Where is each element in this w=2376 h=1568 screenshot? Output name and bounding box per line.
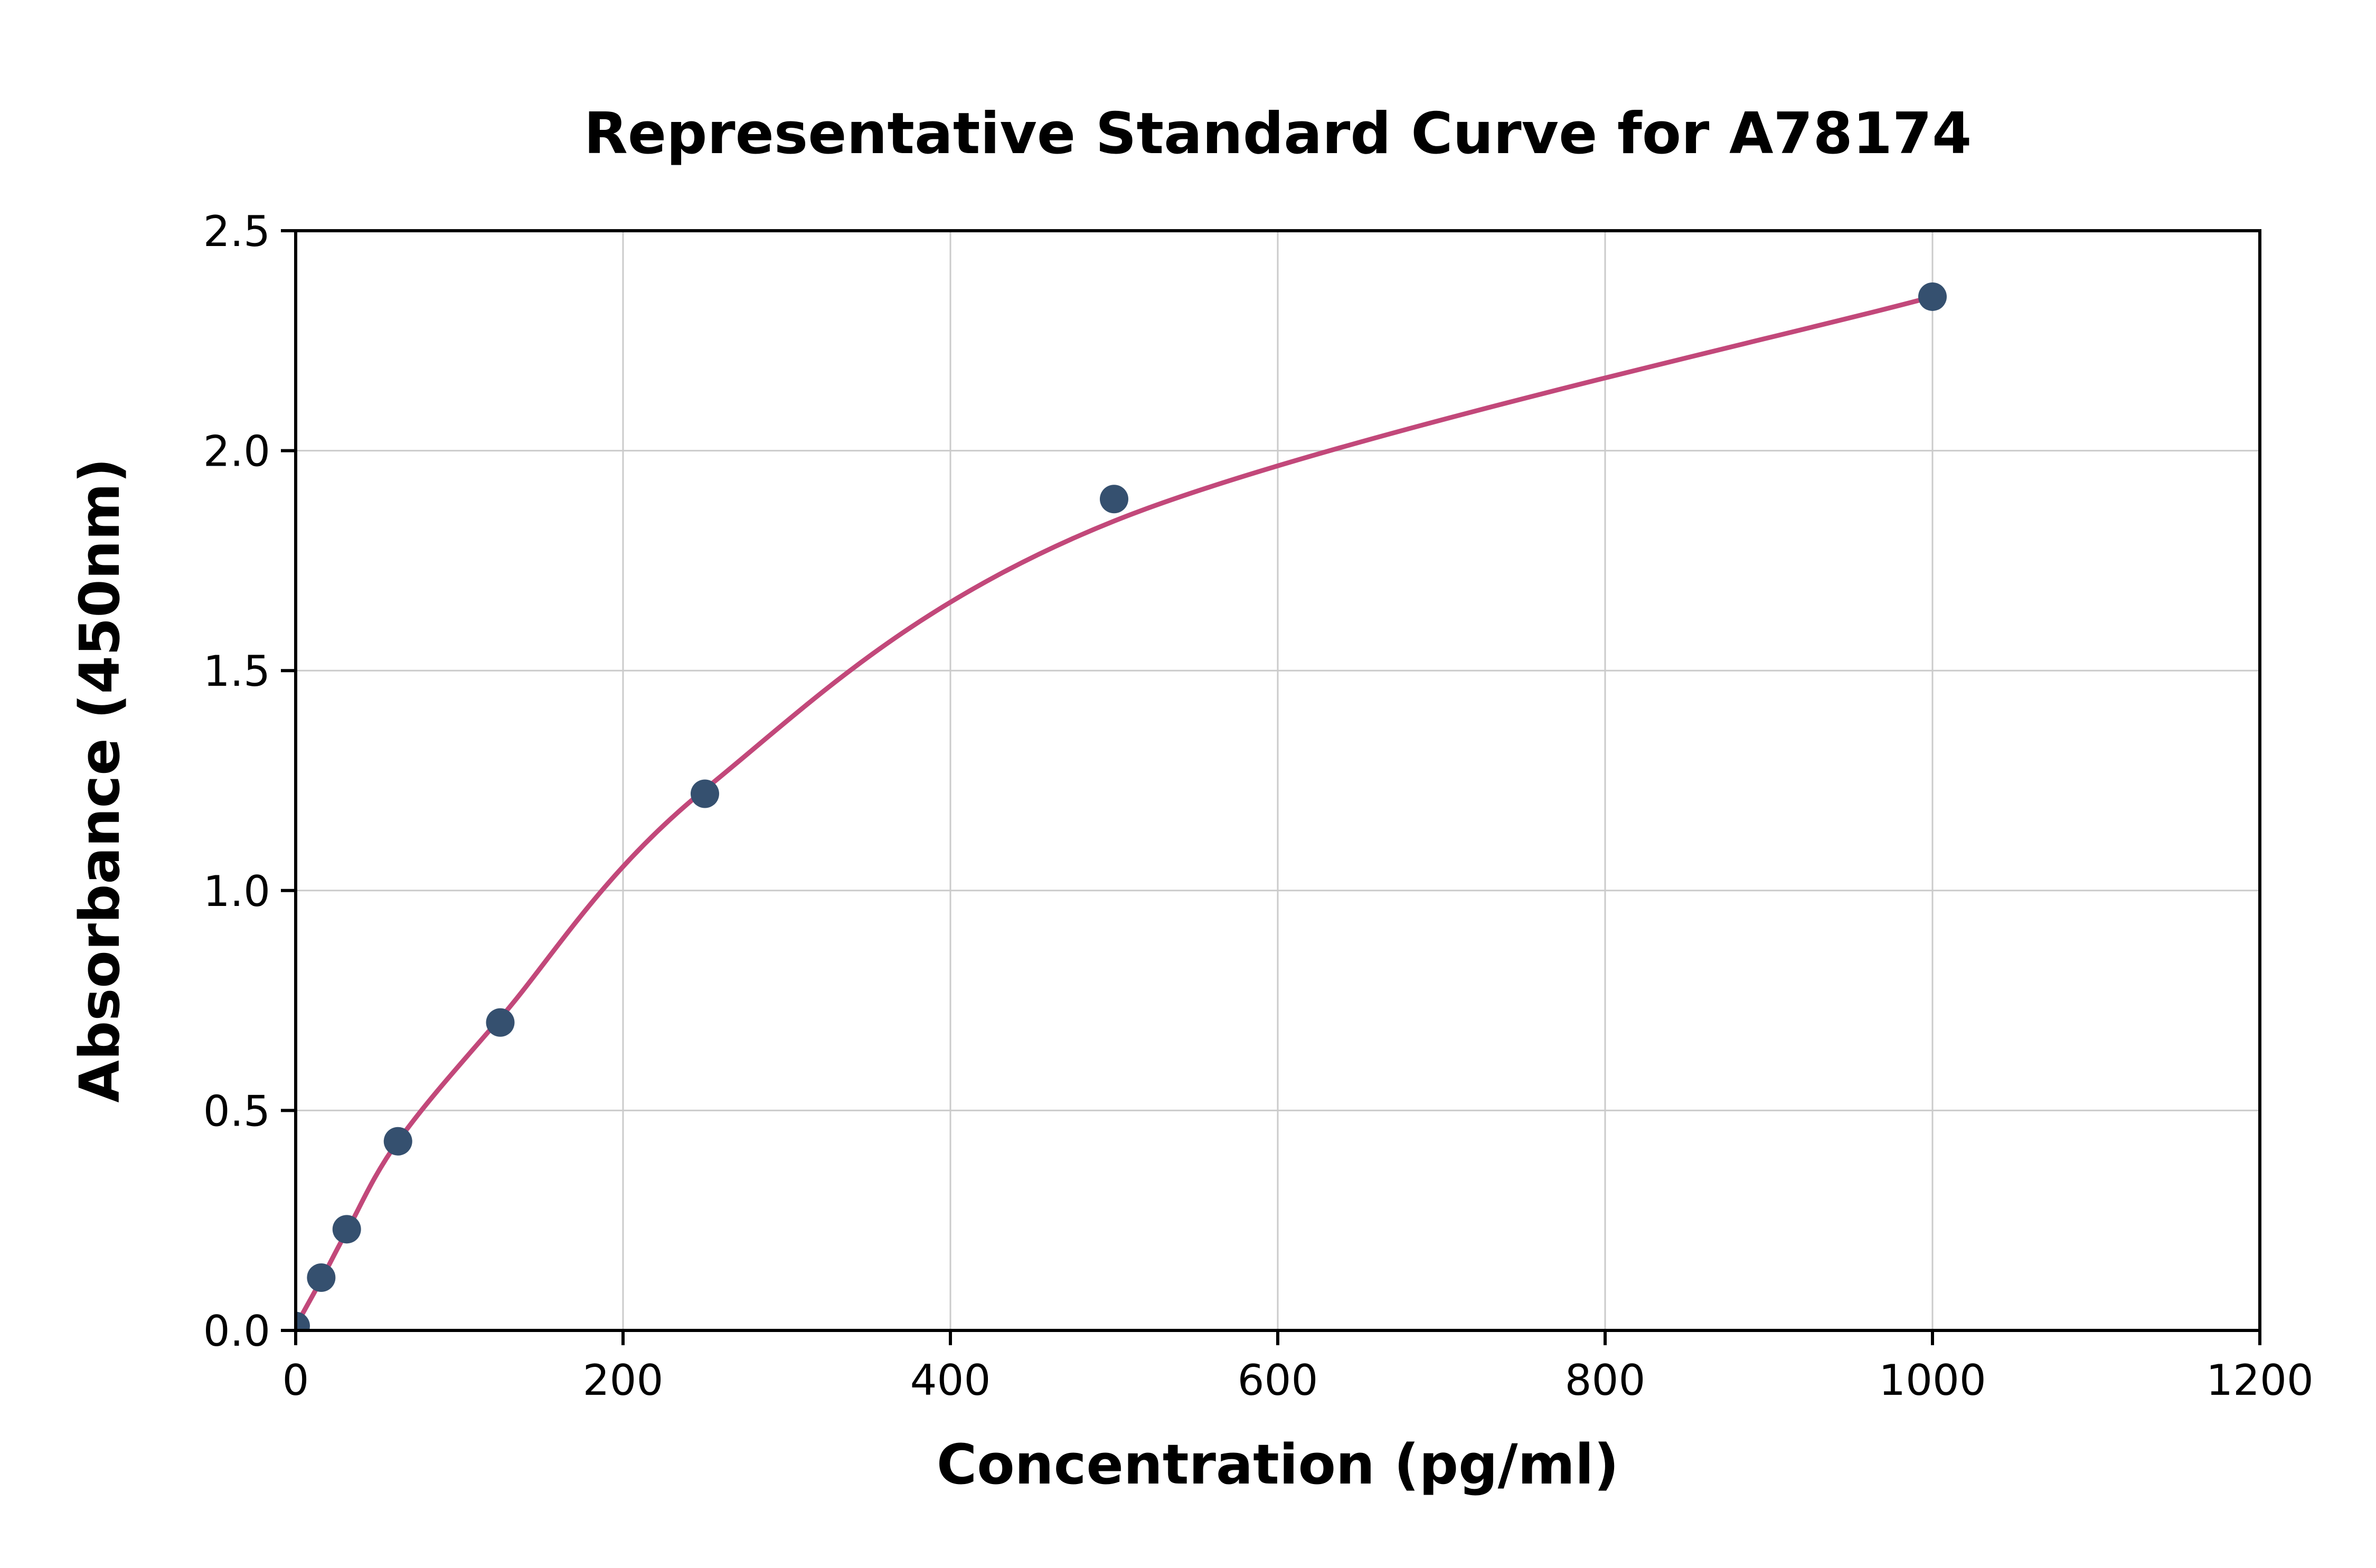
y-axis-label: Absorbance (450nm) — [68, 458, 132, 1102]
chart-title: Representative Standard Curve for A78174 — [584, 101, 1972, 167]
data-point — [1918, 282, 1947, 311]
y-tick-label: 1.0 — [203, 867, 270, 916]
data-point — [332, 1215, 361, 1244]
axes-layer — [281, 229, 2261, 1345]
x-tick-label: 800 — [1565, 1356, 1646, 1405]
data-points-layer — [296, 282, 1947, 1330]
data-point — [307, 1263, 336, 1292]
x-tick-label: 600 — [1238, 1356, 1318, 1405]
x-tick-label: 200 — [583, 1356, 664, 1405]
data-point — [296, 1311, 310, 1330]
data-point — [383, 1127, 412, 1156]
data-point — [486, 1008, 515, 1037]
y-tick-label: 2.5 — [203, 207, 270, 256]
grid-lines — [295, 230, 2261, 1331]
y-tick-label: 1.5 — [203, 647, 270, 696]
x-tick-label: 400 — [910, 1356, 991, 1405]
data-point — [1100, 485, 1128, 514]
y-tick-label: 0.5 — [203, 1087, 270, 1136]
x-tick-label: 1000 — [1879, 1356, 1986, 1405]
y-tick-label: 0.0 — [203, 1307, 270, 1356]
x-tick-label: 0 — [282, 1356, 309, 1405]
x-axis-label: Concentration (pg/ml) — [937, 1432, 1619, 1497]
x-tick-label: 1200 — [2206, 1356, 2314, 1405]
data-point — [691, 779, 719, 808]
tick-labels-layer: 0 200 400 600 800 1000 1200 0.0 0.5 1.0 1.5 2.0 2.5 — [203, 207, 2314, 1405]
y-tick-label: 2.0 — [203, 427, 270, 476]
